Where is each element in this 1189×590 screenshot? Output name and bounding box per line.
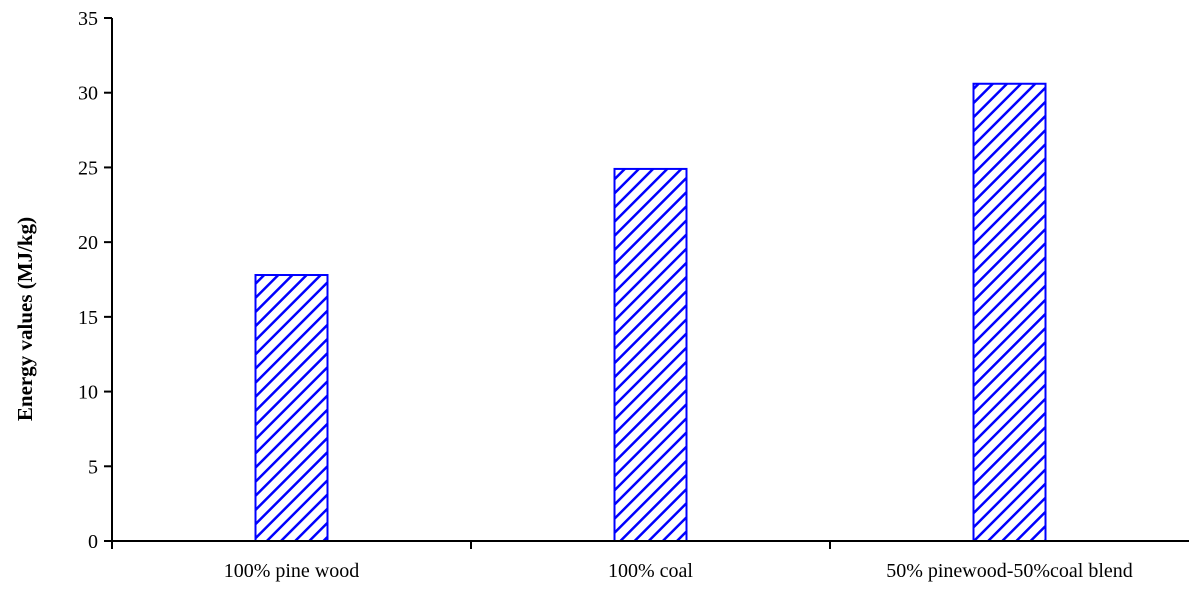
y-tick-label: 5 xyxy=(88,456,98,478)
y-tick-label: 0 xyxy=(88,531,98,553)
bar-2 xyxy=(613,167,688,542)
x-tick-label: 100% coal xyxy=(608,560,693,582)
y-tick-label: 35 xyxy=(78,8,98,30)
axes: 0 5 10 15 20 25 30 35 100% pine wood 100% coal 50%… xyxy=(78,8,1189,582)
bar-3 xyxy=(972,82,1047,543)
y-tick-label: 20 xyxy=(78,232,98,254)
y-tick-label: 25 xyxy=(78,157,98,179)
x-tick-label: 100% pine wood xyxy=(224,560,360,582)
y-tick-label: 10 xyxy=(78,382,98,404)
bar-1 xyxy=(254,274,329,542)
y-tick-label: 15 xyxy=(78,307,98,329)
x-tick-label: 50% pinewood-50%coal blend xyxy=(886,560,1133,582)
y-tick-label: 30 xyxy=(78,83,98,105)
y-axis-title: Energy values (MJ/kg) xyxy=(13,217,37,421)
bars xyxy=(254,82,1047,543)
